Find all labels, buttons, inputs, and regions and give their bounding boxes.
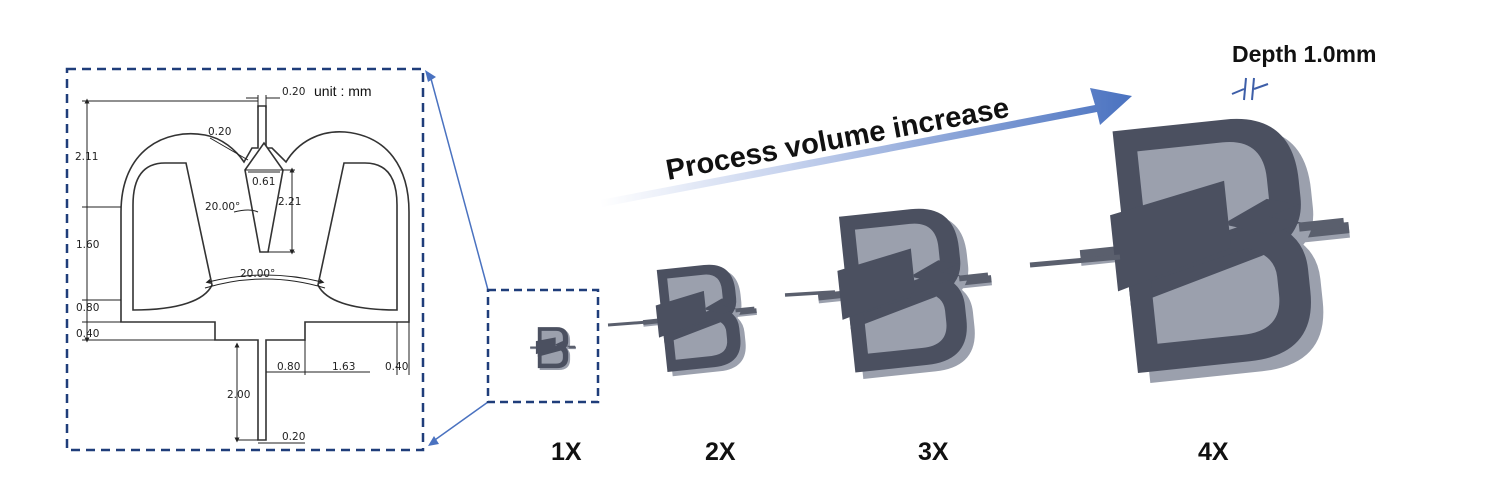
scale-label-1x: 1X [551,438,582,466]
zoom-line-top [429,74,489,291]
dim-bottom-angle: 20.00° [240,268,275,280]
scale-label-2x: 2X [705,438,736,466]
scale-label-4x: 4X [1198,438,1229,466]
dim-top-slot: 0.20 [282,86,305,98]
dim-notch-width: 0.61 [252,176,275,188]
part-2x [635,258,765,381]
dim-stem-width: 0.20 [282,431,305,443]
dim-stem-length: 2.00 [227,389,250,401]
zoom-box [486,288,600,404]
dim-notch-angle: 20.00° [205,201,240,213]
process-arrow-label: Process volume increase [663,92,1011,187]
dim-side-height: 1.60 [76,239,99,251]
process-arrow: Process volume increase [600,88,1132,207]
part-3x [810,202,1000,383]
dim-neck-width: 0.80 [277,361,300,373]
depth-label: Depth 1.0mm [1232,41,1376,67]
dim-notch-depth: 2.21 [278,196,301,208]
dim-height-total: 2.11 [75,151,98,163]
unit-label: unit : mm [314,83,372,99]
dim-base-gap: 0.40 [76,328,99,340]
dim-arm-length: 1.63 [332,361,355,373]
dim-notch-tip: 0.20 [208,126,231,138]
drawing-frame [65,67,425,452]
dim-base-height: 0.80 [76,302,99,314]
part-4x [1068,108,1363,389]
zoom-line-bottom [431,401,489,443]
part-1x [529,326,577,371]
technical-drawing: 0.20 unit : mm 2.11 0.20 0.61 20.00° 2.2… [75,83,410,444]
dim-rim: 0.40 [385,361,408,373]
depth-indicator-icon [1231,77,1269,101]
scale-label-3x: 3X [918,438,949,466]
